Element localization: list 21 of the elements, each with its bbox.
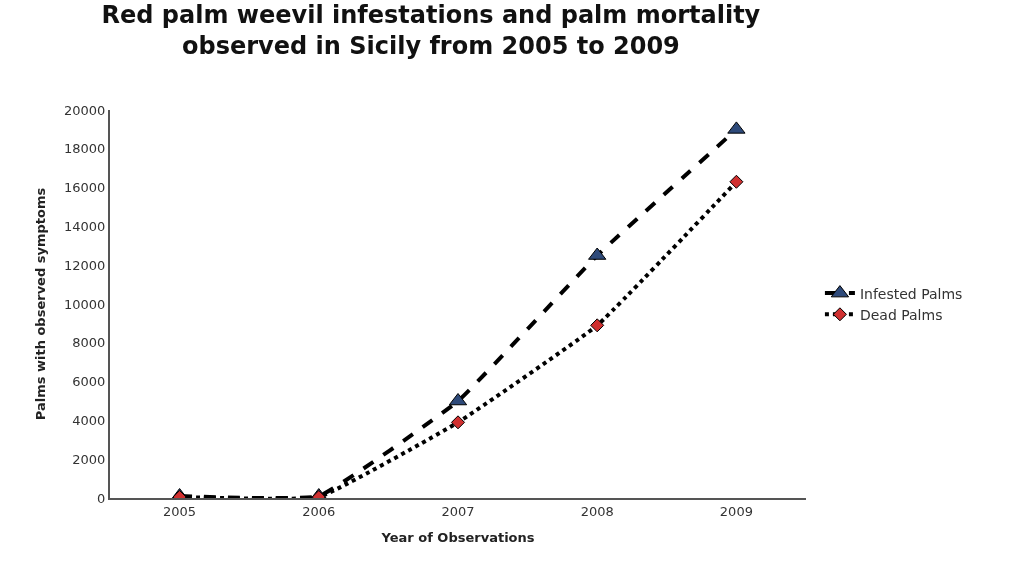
chart-title: Red palm weevil infestations and palm mortality observed in Sicily from 2005 to 2009 xyxy=(101,1,761,61)
y-tick-label: 8000 xyxy=(72,335,106,351)
y-tick-label: 12000 xyxy=(64,257,106,273)
x-axis-title: Year of Observations xyxy=(380,529,535,545)
y-tick-label: 14000 xyxy=(64,218,106,234)
x-tick-label: 2007 xyxy=(441,503,475,519)
x-tick-label: 2005 xyxy=(163,503,197,519)
y-tick-label: 6000 xyxy=(72,374,106,390)
x-tick-label: 2006 xyxy=(302,503,336,519)
y-tick-label: 18000 xyxy=(64,141,106,157)
y-tick-label: 4000 xyxy=(72,412,106,428)
x-tick-label: 2008 xyxy=(580,503,614,519)
y-tick-label: 10000 xyxy=(64,296,106,312)
y-axis-title: Palms with observed symptoms xyxy=(33,187,49,421)
y-tick-label: 16000 xyxy=(64,180,106,196)
x-tick-label: 2009 xyxy=(719,503,753,519)
y-tick-label: 2000 xyxy=(72,451,106,467)
legend-label: Infested Palms xyxy=(859,285,963,302)
y-tick-label: 0 xyxy=(97,490,106,506)
legend-label: Dead Palms xyxy=(859,306,943,323)
y-tick-label: 20000 xyxy=(64,102,106,118)
